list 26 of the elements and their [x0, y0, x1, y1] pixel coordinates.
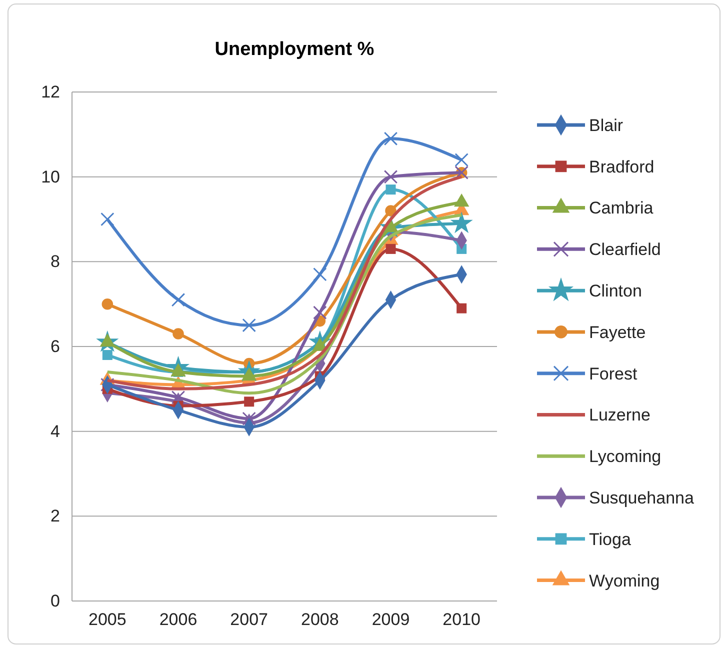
legend-label: Clinton	[589, 282, 642, 301]
y-tick-label: 2	[50, 506, 60, 526]
legend-label: Luzerne	[589, 406, 650, 425]
legend-label: Fayette	[589, 322, 646, 342]
y-tick-label: 4	[50, 422, 60, 441]
legend-label: Susquehanna	[589, 488, 694, 508]
y-tick-label: 0	[50, 591, 60, 610]
legend-label: Wyoming	[589, 571, 660, 590]
y-tick-label: 10	[41, 167, 60, 186]
y-tick-label: 6	[50, 336, 60, 356]
legend-label: Blair	[589, 116, 624, 135]
legend-label: Lycoming	[589, 447, 662, 466]
legend-label: Forest	[589, 364, 638, 384]
x-tick-label: 2010	[442, 610, 480, 630]
x-tick-label: 2008	[301, 610, 339, 630]
chart-title: Unemployment %	[214, 39, 374, 60]
x-tick-label: 2007	[230, 610, 268, 630]
legend-label: Tioga	[589, 530, 632, 549]
x-tick-label: 2009	[372, 610, 410, 630]
y-tick-label: 8	[50, 252, 60, 272]
legend-label: Clearfield	[589, 240, 661, 260]
x-tick-label: 2005	[88, 610, 126, 630]
legend-label: Cambria	[589, 198, 654, 218]
x-tick-label: 2006	[159, 610, 198, 630]
legend-label: Bradford	[589, 157, 654, 176]
y-tick-label: 12	[41, 82, 60, 102]
